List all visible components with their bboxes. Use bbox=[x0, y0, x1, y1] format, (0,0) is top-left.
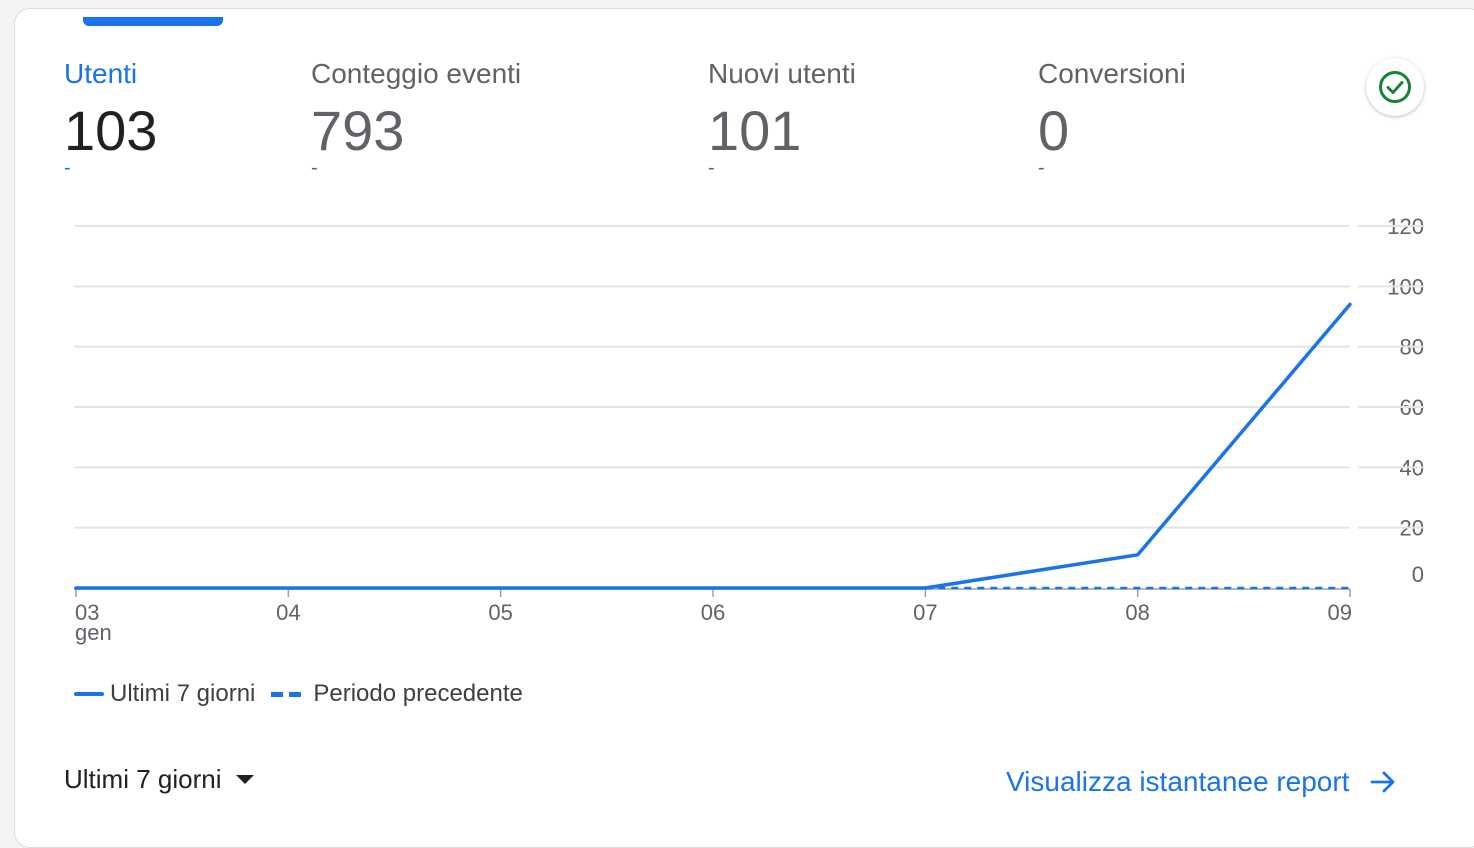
x-tick-label: 03 bbox=[75, 600, 99, 625]
date-range-dropdown[interactable]: Ultimi 7 giorni bbox=[64, 764, 254, 795]
metric-change: - bbox=[64, 157, 71, 179]
date-range-label: Ultimi 7 giorni bbox=[64, 764, 222, 794]
x-tick-label: 05 bbox=[488, 600, 512, 625]
metric-label: Conteggio eventi bbox=[311, 58, 522, 89]
metric-change: - bbox=[311, 157, 318, 179]
legend-label-current: Ultimi 7 giorni bbox=[110, 680, 256, 707]
metric-conversions[interactable]: Conversioni 0 - bbox=[1038, 58, 1186, 179]
series-line-current bbox=[74, 302, 1352, 590]
x-tick-label: 06 bbox=[701, 600, 725, 625]
metric-new-users[interactable]: Nuovi utenti 101 - bbox=[708, 58, 856, 179]
x-tick-label: 07 bbox=[913, 600, 937, 625]
arrow-right-icon bbox=[1371, 771, 1395, 793]
metric-users[interactable]: Utenti 103 - bbox=[64, 58, 157, 179]
metric-value: 103 bbox=[64, 99, 158, 162]
y-tick-label: 0 bbox=[1412, 562, 1424, 587]
caret-down-icon bbox=[235, 775, 254, 784]
summary-card bbox=[14, 8, 1474, 848]
metric-event-count[interactable]: Conteggio eventi 793 - bbox=[311, 58, 521, 179]
legend-swatch-previous bbox=[271, 691, 302, 697]
chart-legend: Ultimi 7 giorni Periodo precedente bbox=[74, 680, 523, 708]
x-tick-label: 08 bbox=[1125, 600, 1149, 625]
check-circle-icon bbox=[1379, 71, 1411, 103]
legend-swatch-current bbox=[74, 692, 104, 696]
metric-label: Conversioni bbox=[1038, 58, 1186, 89]
x-tick-sublabel: gen bbox=[75, 620, 112, 645]
metric-label: Utenti bbox=[64, 58, 138, 89]
metric-change: - bbox=[708, 157, 715, 179]
view-report-snapshot-link[interactable]: Visualizza istantanee report bbox=[1006, 766, 1397, 798]
data-status-button[interactable] bbox=[1366, 58, 1424, 116]
x-tick-label: 04 bbox=[276, 600, 300, 625]
metric-change: - bbox=[1038, 157, 1045, 179]
x-tick-label: 09 bbox=[1328, 600, 1352, 625]
metric-value: 0 bbox=[1038, 99, 1070, 162]
metric-label: Nuovi utenti bbox=[708, 58, 856, 89]
report-link-label: Visualizza istantanee report bbox=[1006, 766, 1350, 797]
legend-label-previous: Periodo precedente bbox=[313, 680, 523, 707]
metric-value: 793 bbox=[311, 99, 405, 162]
metric-value: 101 bbox=[708, 99, 802, 162]
active-tab-indicator bbox=[83, 17, 223, 26]
